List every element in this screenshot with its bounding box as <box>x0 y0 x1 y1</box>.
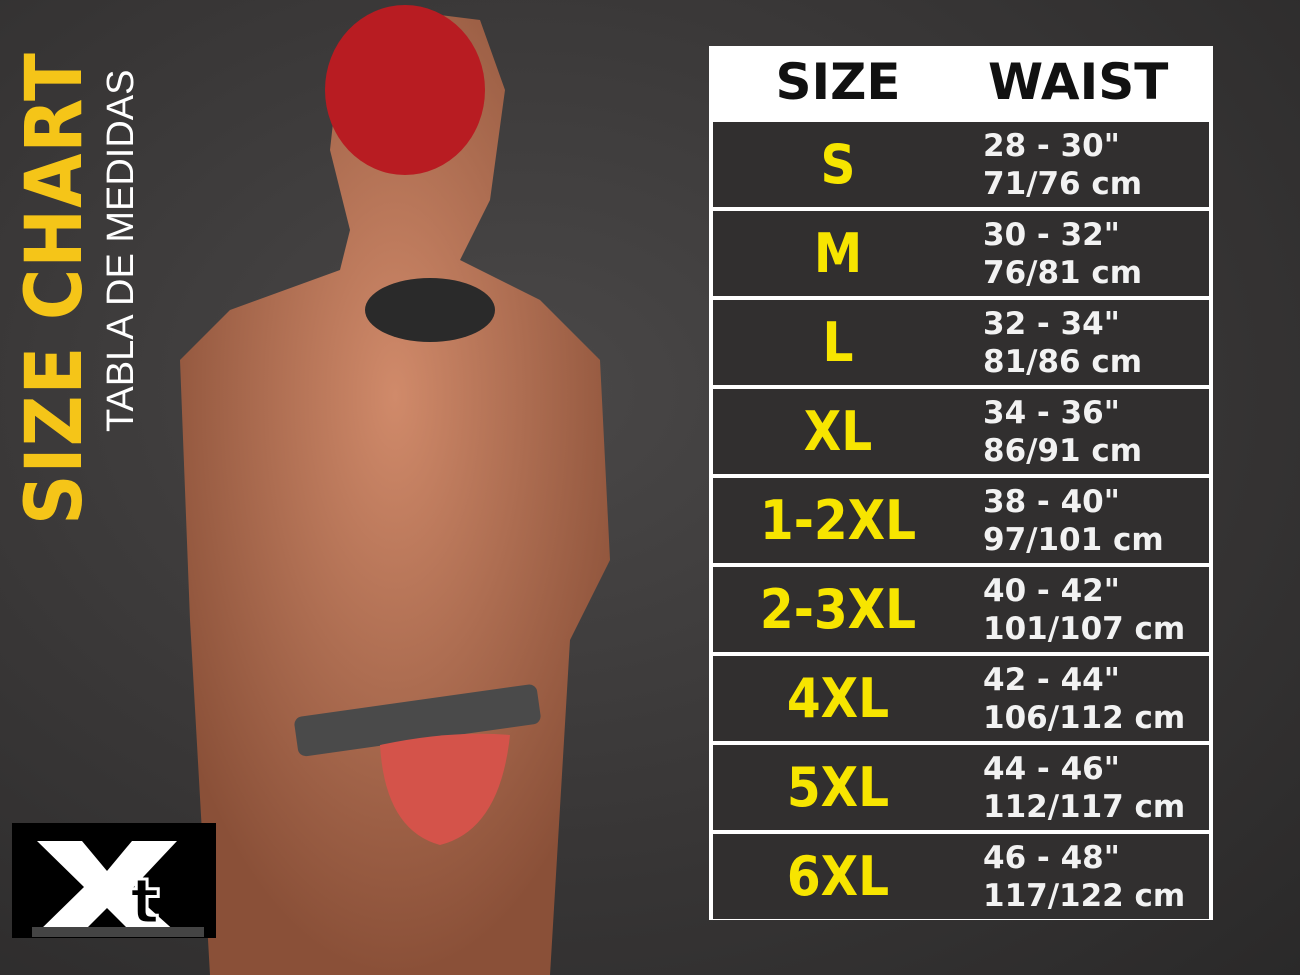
size-label: 6XL <box>786 845 890 908</box>
waist-measure: 30 - 32" 76/81 cm <box>963 216 1209 292</box>
xtremen-logo: t <box>12 823 216 938</box>
waist-cm: 112/117 cm <box>983 788 1186 825</box>
waist-cm: 117/122 cm <box>983 877 1186 914</box>
size-label: L <box>822 311 854 374</box>
size-label: 2-3XL <box>759 578 917 641</box>
size-label: 5XL <box>786 756 890 819</box>
waist-inches: 34 - 36" <box>983 394 1120 431</box>
size-label: M <box>813 222 863 285</box>
header-size: SIZE <box>775 53 901 111</box>
waist-cm: 97/101 cm <box>983 521 1164 558</box>
waist-inches: 28 - 30" <box>983 127 1120 164</box>
table-row: 4XL 42 - 44" 106/112 cm <box>713 656 1209 741</box>
waist-measure: 28 - 30" 71/76 cm <box>963 127 1209 203</box>
table-row: 1-2XL 38 - 40" 97/101 cm <box>713 478 1209 563</box>
table-row: 6XL 46 - 48" 117/122 cm <box>713 834 1209 919</box>
table-row: 5XL 44 - 46" 112/117 cm <box>713 745 1209 830</box>
size-chart-title: SIZE CHART <box>10 52 100 525</box>
waist-cm: 106/112 cm <box>983 699 1186 736</box>
waist-cm: 76/81 cm <box>983 254 1143 291</box>
waist-inches: 30 - 32" <box>983 216 1120 253</box>
waist-cm: 71/76 cm <box>983 165 1143 202</box>
svg-text:t: t <box>130 865 160 938</box>
header-waist: WAIST <box>988 53 1169 111</box>
waist-measure: 44 - 46" 112/117 cm <box>963 750 1209 826</box>
waist-inches: 40 - 42" <box>983 572 1120 609</box>
waist-measure: 38 - 40" 97/101 cm <box>963 483 1209 559</box>
table-row: S 28 - 30" 71/76 cm <box>713 122 1209 207</box>
waist-measure: 46 - 48" 117/122 cm <box>963 839 1209 915</box>
size-chart-subtitle: TABLA DE MEDIDAS <box>100 69 142 432</box>
table-row: L 32 - 34" 81/86 cm <box>713 300 1209 385</box>
waist-measure: 34 - 36" 86/91 cm <box>963 394 1209 470</box>
size-label: XL <box>803 400 873 463</box>
size-label: 4XL <box>786 667 890 730</box>
waist-cm: 86/91 cm <box>983 432 1143 469</box>
size-table: SIZE WAIST S 28 - 30" 71/76 cm M 30 - 32" 7… <box>709 46 1213 920</box>
size-label: 1-2XL <box>759 489 917 552</box>
waist-measure: 42 - 44" 106/112 cm <box>963 661 1209 737</box>
waist-measure: 32 - 34" 81/86 cm <box>963 305 1209 381</box>
table-header: SIZE WAIST <box>713 46 1209 118</box>
waist-cm: 101/107 cm <box>983 610 1186 647</box>
size-label: S <box>820 133 856 196</box>
table-row: XL 34 - 36" 86/91 cm <box>713 389 1209 474</box>
waist-cm: 81/86 cm <box>983 343 1143 380</box>
waist-inches: 46 - 48" <box>983 839 1120 876</box>
model-photo <box>180 5 610 975</box>
waist-inches: 42 - 44" <box>983 661 1120 698</box>
waist-inches: 38 - 40" <box>983 483 1120 520</box>
waist-inches: 32 - 34" <box>983 305 1120 342</box>
waist-measure: 40 - 42" 101/107 cm <box>963 572 1209 648</box>
table-row: M 30 - 32" 76/81 cm <box>713 211 1209 296</box>
waist-inches: 44 - 46" <box>983 750 1120 787</box>
table-row: 2-3XL 40 - 42" 101/107 cm <box>713 567 1209 652</box>
